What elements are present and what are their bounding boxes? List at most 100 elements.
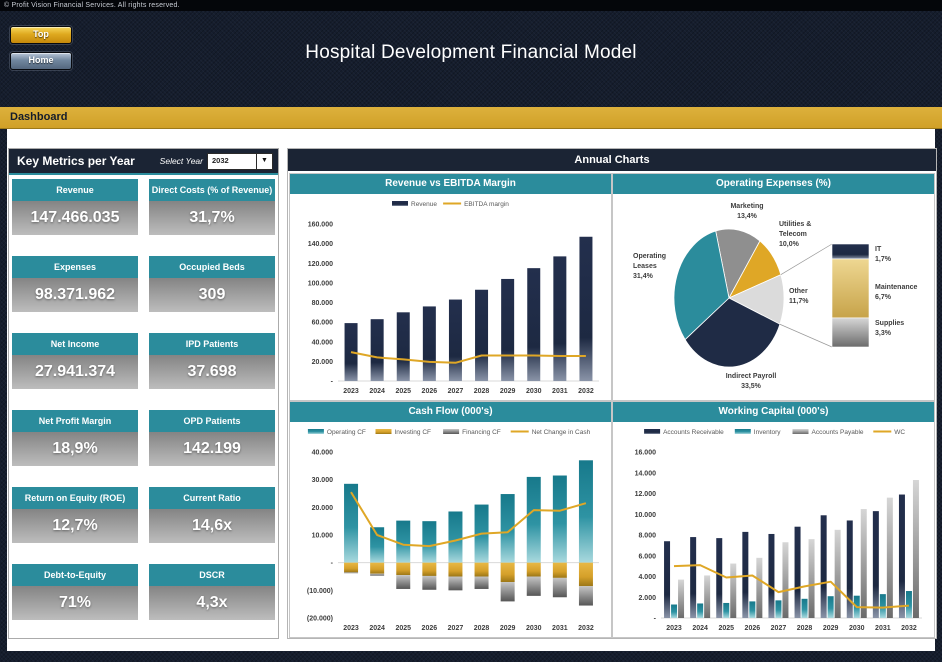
operating-expenses-pie-canvas: IT 1,7% Maintenance 6,7% Supplies 3,3% Marketi… [633,203,918,390]
svg-text:13,4%: 13,4% [737,213,758,220]
chart-cash-flow: Cash Flow (000's) (20.000) (10.000) - 10.00… [289,401,612,638]
svg-text:3,3%: 3,3% [875,330,892,337]
svg-text:2028: 2028 [474,625,490,632]
metric-tile-expenses: Expenses 98.371.962 [12,256,138,312]
content-area: Key Metrics per Year Select Year 2032 ▼ … [7,129,937,651]
metric-label: Net Profit Margin [12,410,138,432]
chart-operating-expenses: Operating Expenses (%) IT 1,7% Maintenance… [612,173,935,401]
metric-label: Revenue [12,179,138,201]
svg-text:2029: 2029 [823,625,839,632]
svg-text:2029: 2029 [500,388,516,395]
svg-text:16.000: 16.000 [635,450,657,457]
metric-value: 31,7% [149,201,275,235]
svg-text:Financing CF: Financing CF [462,429,501,436]
svg-text:1,7%: 1,7% [875,256,892,263]
svg-text:Accounts Payable: Accounts Payable [812,429,864,436]
svg-text:2024: 2024 [692,625,708,632]
metric-label: OPD Patients [149,410,275,432]
chart-revenue-ebitda-title: Revenue vs EBITDA Margin [290,174,611,194]
revenue-ebitda-chart-canvas: - 20.000 40.000 60.000 80.000 100.000 120.000 1… [308,201,599,395]
svg-text:60.000: 60.000 [312,320,334,327]
svg-text:2025: 2025 [395,388,411,395]
metric-value: 98.371.962 [12,278,138,312]
svg-text:Revenue: Revenue [411,201,437,208]
copyright-bar: © Profit Vision Financial Services. All … [0,0,942,11]
svg-text:20.000: 20.000 [312,359,334,366]
key-metrics-panel: Key Metrics per Year Select Year 2032 ▼ … [8,148,279,639]
svg-text:Maintenance: Maintenance [875,284,918,291]
svg-text:Operating CF: Operating CF [327,429,366,436]
svg-text:Telecom: Telecom [779,231,807,238]
chart-working-capital: Working Capital (000's) - 2.000 4.000 6.000… [612,401,935,638]
svg-text:10.000: 10.000 [312,533,334,540]
metric-label: IPD Patients [149,333,275,355]
svg-text:Operating: Operating [633,253,666,260]
metric-value: 147.466.035 [12,201,138,235]
metric-value: 71% [12,586,138,620]
key-metrics-title: Key Metrics per Year [17,154,135,168]
svg-text:2024: 2024 [369,388,385,395]
svg-text:Other: Other [789,288,808,295]
metric-label: Occupied Beds [149,256,275,278]
metric-value: 12,7% [12,509,138,543]
year-dropdown[interactable]: 2032 ▼ [207,153,273,170]
metric-value: 309 [149,278,275,312]
svg-text:Marketing: Marketing [730,203,763,210]
svg-text:EBITDA margin: EBITDA margin [464,201,509,208]
svg-text:2026: 2026 [422,625,438,632]
metric-tile-dscr: DSCR 4,3x [149,564,275,620]
metric-tile-net-income: Net Income 27.941.374 [12,333,138,389]
svg-text:30.000: 30.000 [312,477,334,484]
svg-text:IT: IT [875,246,882,253]
svg-text:Accounts Receivable: Accounts Receivable [663,429,724,436]
svg-text:2031: 2031 [875,625,891,632]
svg-text:2027: 2027 [771,625,787,632]
metric-tile-current-ratio: Current Ratio 14,6x [149,487,275,543]
svg-text:120.000: 120.000 [308,261,333,268]
svg-text:10.000: 10.000 [635,512,657,519]
svg-text:10,0%: 10,0% [779,241,800,248]
dashboard-section-label: Dashboard [10,111,68,123]
dropdown-arrow-icon[interactable]: ▼ [256,154,272,169]
svg-text:Inventory: Inventory [754,429,781,436]
svg-text:20.000: 20.000 [312,505,334,512]
svg-text:80.000: 80.000 [312,300,334,307]
svg-text:2024: 2024 [369,625,385,632]
svg-text:2026: 2026 [745,625,761,632]
cash-flow-chart-canvas: (20.000) (10.000) - 10.000 20.000 30.000 40.00… [307,429,599,632]
working-capital-chart-canvas: - 2.000 4.000 6.000 8.000 10.000 12.000 14.000 1… [635,429,922,632]
svg-text:2029: 2029 [500,625,516,632]
svg-text:2032: 2032 [578,388,594,395]
metric-tile-revenue: Revenue 147.466.035 [12,179,138,235]
svg-text:2025: 2025 [718,625,734,632]
chart-working-capital-title: Working Capital (000's) [613,402,934,422]
annual-charts-panel: Annual Charts Revenue vs EBITDA Margin -… [287,148,937,639]
svg-text:40.000: 40.000 [312,450,334,457]
year-dropdown-value: 2032 [212,156,229,165]
top-button[interactable]: Top [10,26,72,44]
svg-text:2028: 2028 [474,388,490,395]
svg-text:2030: 2030 [526,388,542,395]
dashboard-section-bar: Dashboard [0,107,942,129]
home-button[interactable]: Home [10,52,72,70]
svg-text:33,5%: 33,5% [741,383,762,390]
metric-tile-direct-costs: Direct Costs (% of Revenue) 31,7% [149,179,275,235]
metric-tile-ipd-patients: IPD Patients 37.698 [149,333,275,389]
svg-text:2023: 2023 [666,625,682,632]
metric-label: Net Income [12,333,138,355]
metric-value: 18,9% [12,432,138,466]
svg-text:(10.000): (10.000) [307,588,333,595]
svg-text:160.000: 160.000 [308,222,333,229]
svg-text:14.000: 14.000 [635,470,657,477]
svg-text:6.000: 6.000 [638,553,656,560]
annual-charts-title: Annual Charts [288,149,936,171]
metric-tile-occupied-beds: Occupied Beds 309 [149,256,275,312]
svg-text:2027: 2027 [448,625,464,632]
svg-text:4.000: 4.000 [638,574,656,581]
metric-label: DSCR [149,564,275,586]
key-metrics-header: Key Metrics per Year Select Year 2032 ▼ [9,149,278,175]
metric-value: 4,3x [149,586,275,620]
svg-text:Investing CF: Investing CF [395,429,432,436]
svg-text:11,7%: 11,7% [789,298,809,305]
metric-label: Debt-to-Equity [12,564,138,586]
